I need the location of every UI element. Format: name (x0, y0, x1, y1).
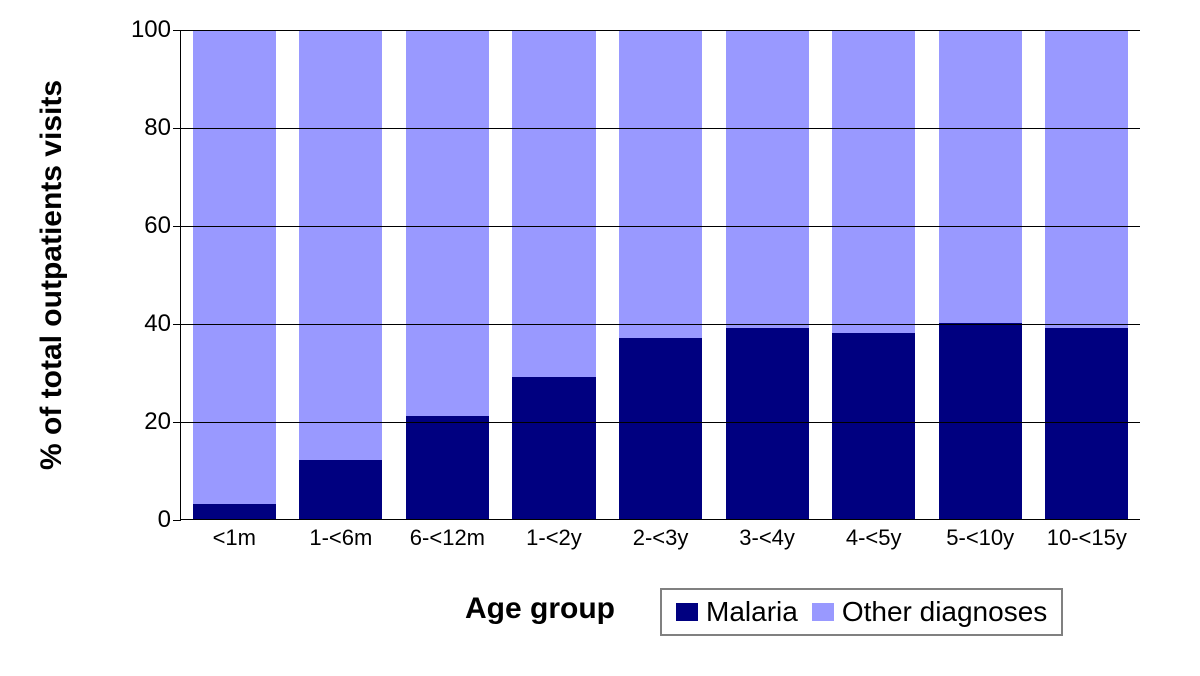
bar-segment-other (619, 30, 702, 338)
bar-slot: 10-<15y (1034, 30, 1141, 519)
bar-segment-malaria (512, 377, 595, 519)
category-label: 1-<6m (309, 519, 372, 551)
bar-stack (299, 30, 382, 519)
category-label: 3-<4y (739, 519, 795, 551)
gridline (181, 324, 1140, 325)
y-tick-label: 20 (144, 408, 181, 436)
gridline (181, 30, 1140, 31)
bar-segment-malaria (832, 333, 915, 519)
bar-slot: 4-<5y (820, 30, 927, 519)
bar-segment-other (406, 30, 489, 416)
y-tick-label: 80 (144, 114, 181, 142)
category-label: 10-<15y (1047, 519, 1127, 551)
category-label: 6-<12m (410, 519, 485, 551)
bar-stack (193, 30, 276, 519)
bar-slot: 6-<12m (394, 30, 501, 519)
bar-stack (406, 30, 489, 519)
gridline (181, 422, 1140, 423)
y-tick-label: 0 (158, 506, 181, 534)
bar-slot: <1m (181, 30, 288, 519)
bar-segment-other (193, 30, 276, 504)
legend-item: Other diagnoses (812, 596, 1047, 628)
bar-segment-malaria (619, 338, 702, 519)
bar-segment-other (512, 30, 595, 377)
bar-stack (726, 30, 809, 519)
bar-segment-other (299, 30, 382, 460)
category-label: 4-<5y (846, 519, 902, 551)
chart-legend: Malaria Other diagnoses (660, 588, 1063, 636)
bar-slot: 1-<6m (288, 30, 395, 519)
bar-slot: 1-<2y (501, 30, 608, 519)
legend-label: Other diagnoses (842, 596, 1047, 628)
category-label: <1m (213, 519, 256, 551)
bar-slot: 5-<10y (927, 30, 1034, 519)
bar-slot: 2-<3y (607, 30, 714, 519)
category-label: 5-<10y (946, 519, 1014, 551)
bars-container: <1m1-<6m6-<12m1-<2y2-<3y3-<4y4-<5y5-<10y… (181, 30, 1140, 519)
y-axis-label: % of total outpatients visits (35, 80, 69, 470)
y-tick-label: 60 (144, 212, 181, 240)
bar-segment-malaria (193, 504, 276, 519)
legend-label: Malaria (706, 596, 798, 628)
bar-stack (512, 30, 595, 519)
outpatients-by-age-chart: <1m1-<6m6-<12m1-<2y2-<3y3-<4y4-<5y5-<10y… (0, 0, 1200, 676)
bar-segment-other (726, 30, 809, 328)
legend-swatch (812, 603, 834, 621)
category-label: 2-<3y (633, 519, 689, 551)
bar-segment-malaria (1045, 328, 1128, 519)
bar-segment-other (832, 30, 915, 333)
bar-stack (1045, 30, 1128, 519)
bar-segment-malaria (406, 416, 489, 519)
bar-stack (619, 30, 702, 519)
legend-swatch (676, 603, 698, 621)
gridline (181, 128, 1140, 129)
legend-item: Malaria (676, 596, 798, 628)
bar-segment-malaria (299, 460, 382, 519)
bar-segment-other (1045, 30, 1128, 328)
bar-segment-other (939, 30, 1022, 323)
bar-stack (832, 30, 915, 519)
bar-segment-malaria (726, 328, 809, 519)
y-tick-label: 100 (131, 16, 181, 44)
x-axis-label: Age group (465, 592, 615, 626)
category-label: 1-<2y (526, 519, 582, 551)
plot-area: <1m1-<6m6-<12m1-<2y2-<3y3-<4y4-<5y5-<10y… (180, 30, 1140, 520)
bar-slot: 3-<4y (714, 30, 821, 519)
bar-stack (939, 30, 1022, 519)
gridline (181, 226, 1140, 227)
y-tick-label: 40 (144, 310, 181, 338)
